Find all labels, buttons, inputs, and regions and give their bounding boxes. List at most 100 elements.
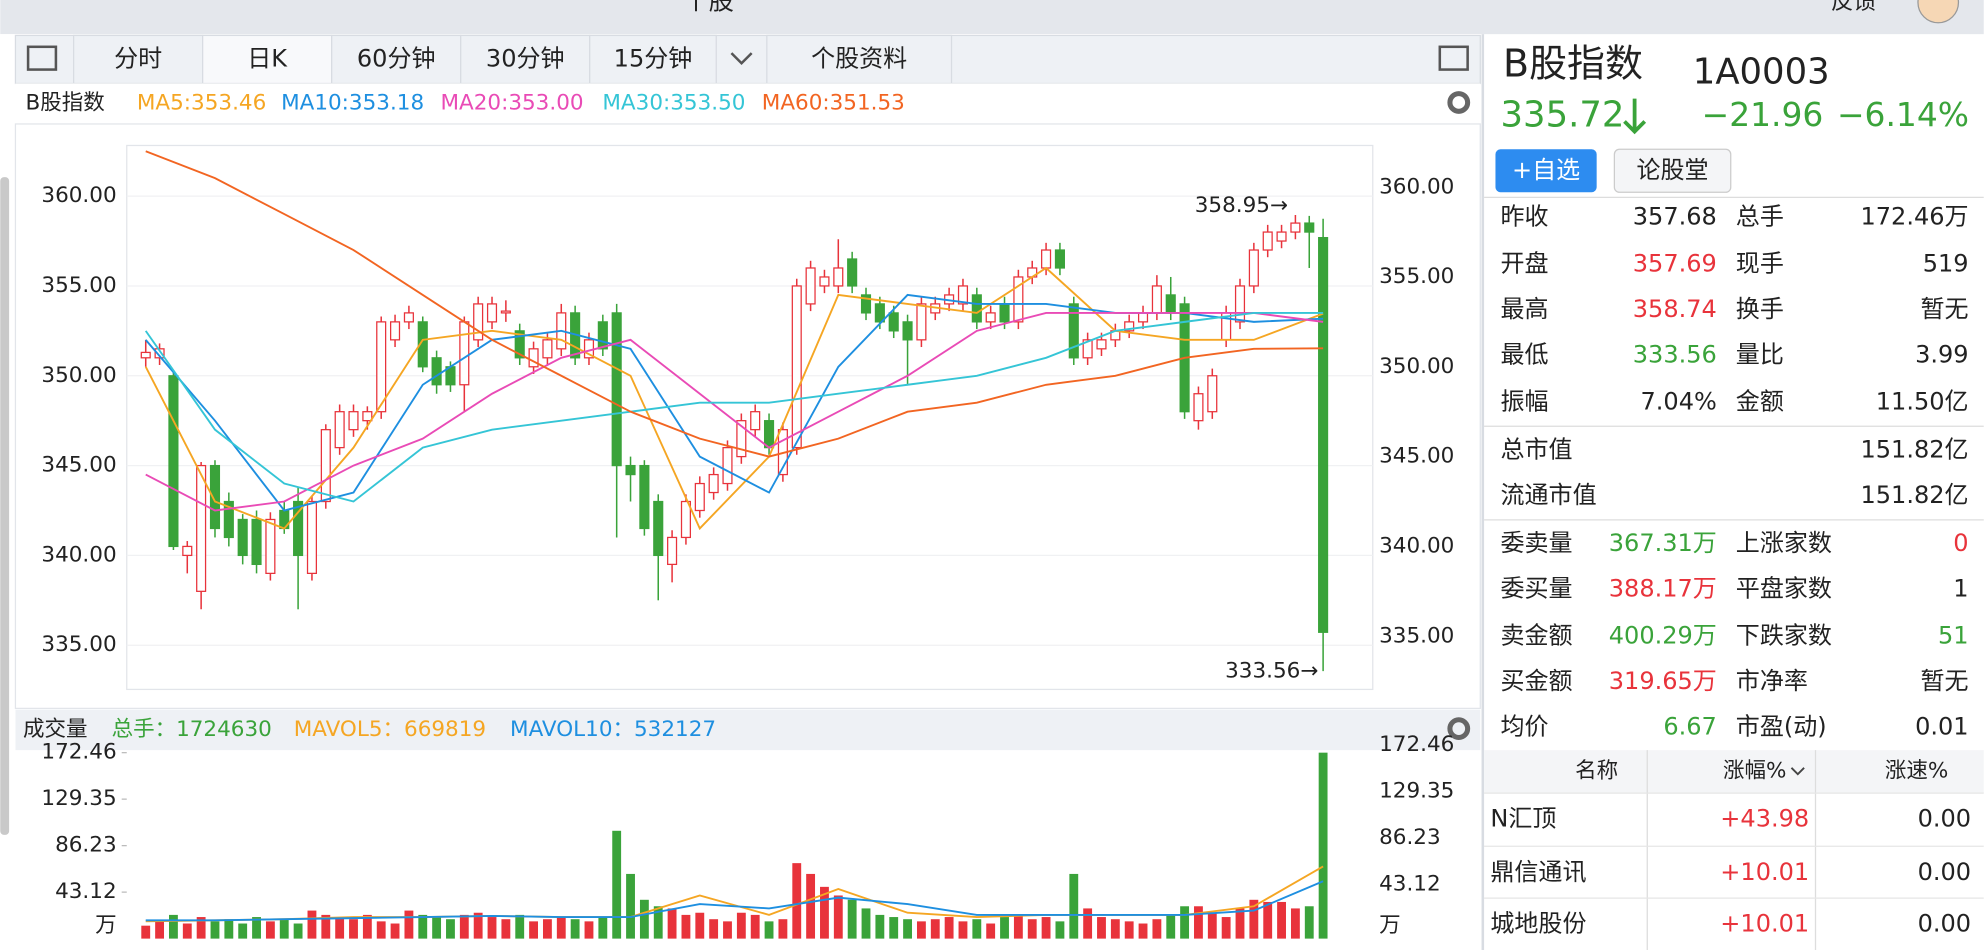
volume-bar [349,919,358,939]
price-frame [14,123,1481,710]
volume-bar [1194,906,1203,939]
candle-body [1054,249,1065,269]
volume-bar [1000,917,1009,939]
stat-label: 总市值 [1501,435,1573,463]
volume-bar [459,914,469,939]
legend: MA5:353.46 MA10:353.18 MA20:353.00 MA30:353… [137,91,905,116]
volume-bar [265,921,275,939]
legend-entry: MA30:353.50 [602,91,745,116]
candle-body [1137,312,1149,323]
watch-button[interactable] [1495,149,1597,193]
avatar[interactable] [1917,0,1960,24]
volume-bar [1221,917,1231,939]
candle-body [1193,393,1204,422]
candle-body [473,303,484,341]
y-tick-label: 355.00 [1379,264,1454,289]
tab[interactable] [202,34,333,85]
candle-body [514,330,525,359]
y-tick-label: 43.12 [55,879,117,904]
y-tick-label: 172.46 [1379,732,1454,757]
volume-bar [238,923,248,939]
quote-panel: B股指数 1A0003 335.72 −21.96 −6.14% +自选 论股堂… [1484,41,1984,950]
stat-label: 开盘 [1501,249,1549,277]
volume-bar [252,917,261,939]
tab[interactable] [766,34,953,85]
candle-body [209,464,221,530]
panel-icon[interactable] [1438,45,1469,71]
volume-bar [529,921,538,939]
candle-body [694,482,705,512]
stat-value: 357.68 [1633,203,1717,231]
settings-icon[interactable] [1447,717,1471,741]
volume-chart: 43.12 43.12 86.23 86.23 129.35 129.35 172.46 17… [41,732,1454,939]
volume-bar [972,919,982,939]
forum-button[interactable] [1613,148,1732,193]
stat-value: 暂无 [1921,667,1969,695]
tab-label[interactable]: 个股资料 [811,44,907,72]
stat-label: 卖金额 [1501,621,1573,649]
candle-body [1124,321,1135,332]
volume-bar [376,921,386,939]
y-tick-label: 345.00 [41,453,116,478]
tab[interactable] [589,34,717,85]
candle-body [736,420,747,458]
forum-button-label[interactable]: 论股堂 [1637,156,1709,184]
candle-body [625,464,636,476]
feedback[interactable]: 反馈 [1831,0,1877,15]
list-cell: 0.00 [1918,910,1971,938]
candle-body [251,518,262,566]
stat-label: 平盘家数 [1736,574,1832,602]
column-header[interactable]: 涨幅% [1723,759,1786,784]
stat-value: 333.56 [1633,340,1717,368]
candle-body [1013,276,1024,323]
volume-bar [1041,917,1051,939]
candle-body [1304,222,1315,233]
stat-label: 委买量 [1501,574,1573,602]
tab-label[interactable]: 15分钟 [614,44,693,72]
list-cell[interactable]: 城地股份 [1490,910,1586,938]
column-header[interactable]: 涨速% [1885,759,1948,784]
candle-body [168,375,179,548]
column-header[interactable]: 名称 [1575,759,1618,784]
sort-icon[interactable] [1790,767,1805,776]
list-cell[interactable]: 鼎信通讯 [1490,858,1586,886]
list-header [1484,750,1984,794]
annotation: 333.56→ [1225,659,1318,684]
panel-icon[interactable] [26,45,58,71]
list-cell: 0.00 [1918,858,1971,886]
candle-body [431,357,442,386]
y-tick-label: 335.00 [41,632,116,657]
tab-label[interactable]: 60分钟 [357,44,436,72]
volume-unit: 万 [1379,913,1401,938]
tab-label[interactable]: 分时 [114,44,162,72]
candle-body [833,267,844,287]
candle-body [237,518,248,557]
scrollbar[interactable] [0,177,10,835]
candle-body [708,473,719,494]
y-tick-label: 86.23 [55,833,117,858]
stat-label: 市净率 [1736,667,1808,695]
volume-bar [750,914,760,939]
y-tick-label: 360.00 [1379,174,1454,199]
tab[interactable] [460,34,591,85]
stock-code: 1A0003 [1693,51,1830,92]
tab-label[interactable]: 日K [247,44,288,72]
volume-bar [875,914,885,939]
volume-bar [446,919,455,939]
volume-bar [626,873,635,939]
volume-bar [155,921,165,939]
settings-icon[interactable] [1447,91,1471,114]
volume-bar [1207,912,1217,939]
stat-value: 7.04% [1641,387,1717,415]
watch-button-label[interactable]: +自选 [1512,156,1580,184]
stock-name: B股指数 [1503,41,1643,85]
tab-label[interactable]: 30分钟 [486,44,565,72]
volume-bar [778,919,788,939]
list-cell[interactable]: N汇顶 [1490,805,1556,833]
volume-bar [515,914,525,939]
volume-bar [487,917,497,939]
dropdown-icon[interactable] [730,52,753,66]
volume-bar [709,919,719,939]
candle-body [140,351,151,359]
